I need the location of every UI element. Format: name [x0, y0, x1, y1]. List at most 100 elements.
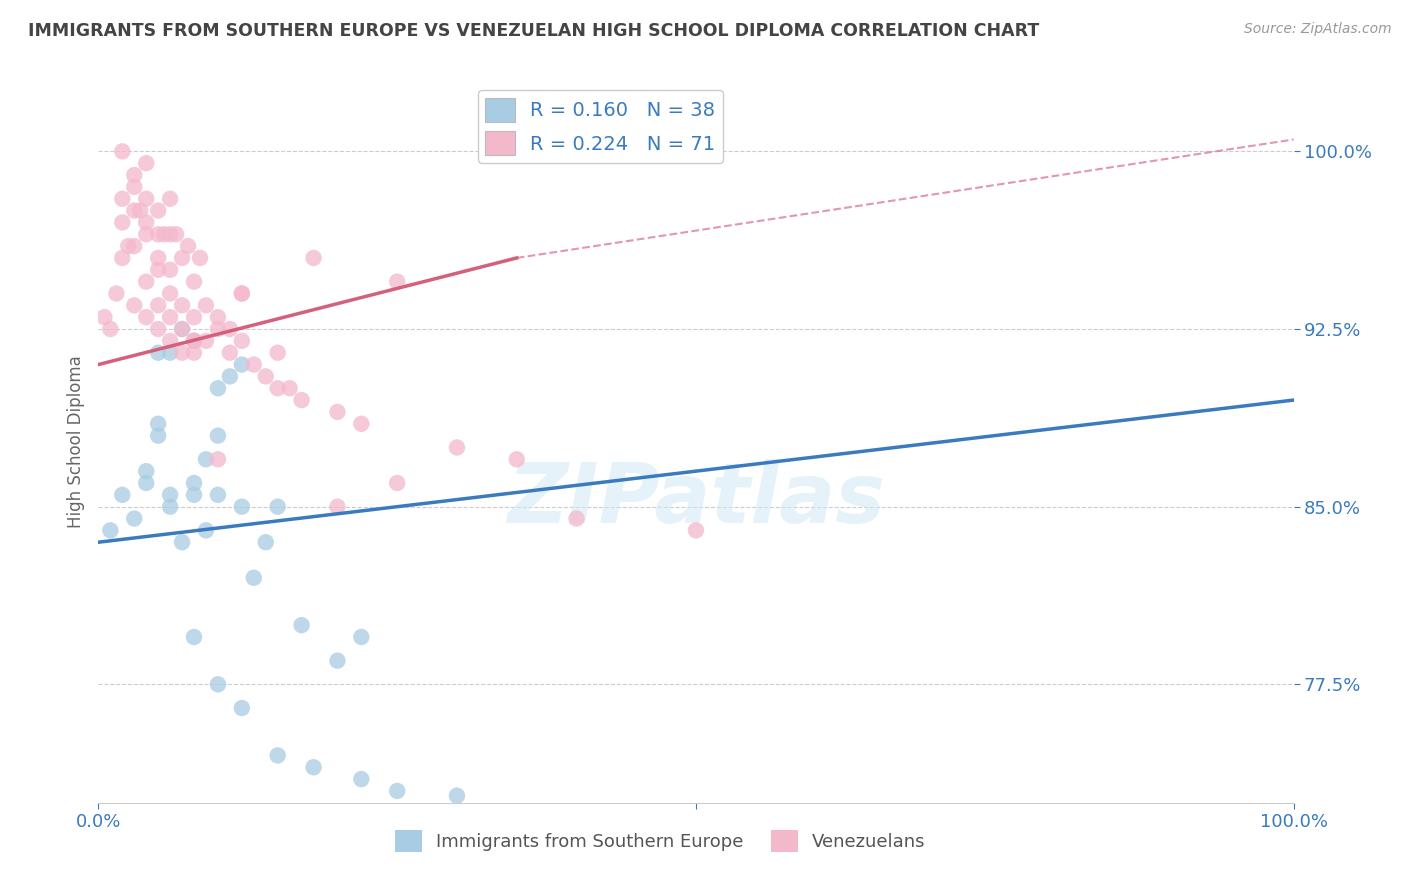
Point: [195, 298, 218, 312]
Point: [183, 345, 205, 359]
Point: [385, 784, 409, 798]
Point: [93, 310, 115, 325]
Point: [183, 310, 205, 325]
Point: [207, 428, 229, 442]
Point: [183, 488, 205, 502]
Point: [685, 524, 707, 538]
Point: [219, 322, 242, 336]
Point: [172, 251, 194, 265]
Point: [159, 345, 181, 359]
Point: [148, 322, 170, 336]
Point: [267, 748, 290, 763]
Point: [183, 334, 205, 348]
Point: [159, 286, 181, 301]
Point: [135, 464, 157, 478]
Point: [124, 239, 146, 253]
Point: [159, 192, 181, 206]
Point: [172, 345, 194, 359]
Point: [302, 760, 325, 774]
Point: [231, 286, 253, 301]
Point: [195, 452, 218, 467]
Point: [302, 251, 325, 265]
Point: [98, 524, 122, 538]
Point: [446, 441, 468, 455]
Point: [165, 227, 187, 242]
Point: [231, 286, 253, 301]
Point: [124, 298, 146, 312]
Point: [231, 334, 253, 348]
Point: [243, 358, 266, 372]
Point: [159, 334, 181, 348]
Point: [148, 345, 170, 359]
Point: [291, 393, 314, 408]
Point: [326, 405, 349, 419]
Point: [177, 239, 200, 253]
Point: [254, 535, 277, 549]
Point: [135, 227, 157, 242]
Point: [183, 334, 205, 348]
Point: [207, 677, 229, 691]
Point: [129, 203, 152, 218]
Point: [385, 275, 409, 289]
Point: [159, 488, 181, 502]
Text: Source: ZipAtlas.com: Source: ZipAtlas.com: [1244, 22, 1392, 37]
Point: [111, 145, 134, 159]
Point: [267, 381, 290, 395]
Point: [117, 239, 139, 253]
Point: [172, 322, 194, 336]
Point: [124, 203, 146, 218]
Point: [506, 452, 529, 467]
Point: [195, 524, 218, 538]
Point: [135, 275, 157, 289]
Point: [172, 322, 194, 336]
Point: [183, 275, 205, 289]
Point: [243, 571, 266, 585]
Point: [219, 369, 242, 384]
Point: [148, 298, 170, 312]
Point: [135, 475, 157, 490]
Point: [195, 334, 218, 348]
Point: [172, 535, 194, 549]
Point: [254, 369, 277, 384]
Point: [446, 789, 468, 803]
Point: [159, 262, 181, 277]
Point: [148, 428, 170, 442]
Point: [159, 500, 181, 514]
Point: [231, 358, 253, 372]
Point: [111, 215, 134, 229]
Point: [350, 772, 373, 786]
Point: [148, 227, 170, 242]
Point: [111, 251, 134, 265]
Point: [207, 381, 229, 395]
Point: [124, 168, 146, 182]
Point: [188, 251, 211, 265]
Point: [148, 203, 170, 218]
Point: [111, 488, 134, 502]
Point: [153, 227, 176, 242]
Point: [207, 310, 229, 325]
Point: [231, 701, 253, 715]
Point: [207, 452, 229, 467]
Point: [183, 475, 205, 490]
Point: [105, 286, 128, 301]
Point: [124, 511, 146, 525]
Point: [159, 227, 181, 242]
Point: [172, 298, 194, 312]
Point: [231, 500, 253, 514]
Point: [183, 630, 205, 644]
Point: [135, 310, 157, 325]
Point: [267, 500, 290, 514]
Point: [207, 488, 229, 502]
Point: [111, 192, 134, 206]
Legend: Immigrants from Southern Europe, Venezuelans: Immigrants from Southern Europe, Venezue…: [388, 822, 932, 859]
Point: [267, 345, 290, 359]
Point: [135, 192, 157, 206]
Point: [278, 381, 301, 395]
Point: [565, 511, 588, 525]
Point: [183, 334, 205, 348]
Point: [385, 475, 409, 490]
Text: IMMIGRANTS FROM SOUTHERN EUROPE VS VENEZUELAN HIGH SCHOOL DIPLOMA CORRELATION CH: IMMIGRANTS FROM SOUTHERN EUROPE VS VENEZ…: [28, 22, 1039, 40]
Text: ZIPatlas: ZIPatlas: [508, 458, 884, 540]
Point: [124, 180, 146, 194]
Point: [135, 215, 157, 229]
